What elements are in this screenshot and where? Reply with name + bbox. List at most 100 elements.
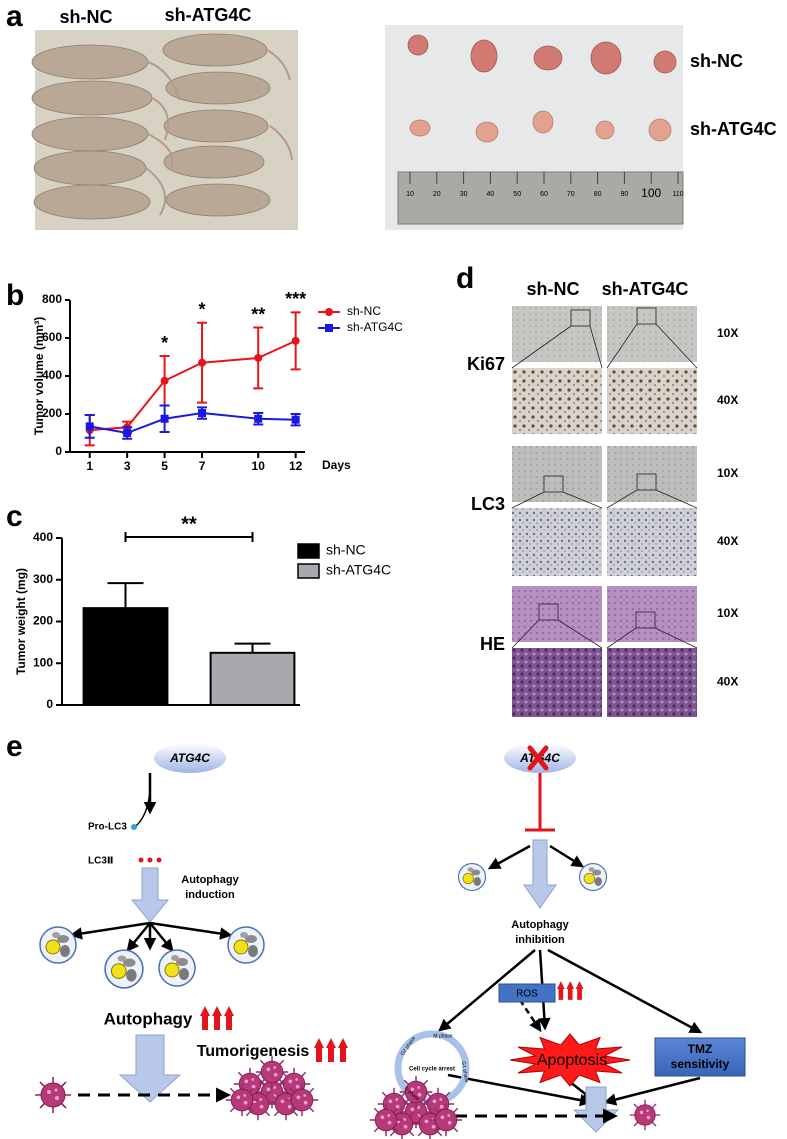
magnification: 40X — [717, 675, 738, 689]
magnification: 10X — [717, 326, 738, 340]
legend-marker — [325, 324, 333, 332]
shape — [135, 789, 151, 827]
shape — [163, 145, 265, 179]
shape — [533, 45, 563, 71]
ruler-number: 40 — [487, 191, 495, 198]
shape — [438, 948, 703, 1107]
shape — [590, 41, 622, 75]
shape — [527, 745, 549, 771]
significance-bracket — [124, 532, 254, 542]
shape — [269, 125, 293, 161]
micrograph-10x — [512, 306, 602, 362]
shape — [225, 1055, 319, 1121]
x-axis-label: Days — [322, 458, 351, 472]
shape — [165, 183, 271, 217]
significance: ** — [181, 513, 197, 535]
shape — [147, 61, 181, 101]
shape — [447, 1073, 593, 1107]
significance: *** — [285, 289, 306, 309]
shape — [69, 921, 233, 952]
shape — [31, 80, 153, 116]
node-label: Apoptosis — [537, 1052, 607, 1069]
micrograph-10x — [607, 586, 697, 642]
node-label: ROS — [516, 989, 538, 1000]
shape — [162, 33, 268, 67]
shape — [104, 949, 144, 989]
magnification: 40X — [717, 393, 738, 407]
point — [123, 429, 132, 437]
micrograph-10x — [512, 446, 602, 502]
y-tick-label: 200 — [42, 406, 62, 420]
phase-label: G1 phase — [460, 1061, 470, 1084]
shape — [154, 743, 226, 773]
shape — [39, 926, 77, 964]
photo-label: sh-ATG4C — [165, 5, 252, 25]
series-line — [89, 412, 296, 435]
shape — [118, 1034, 182, 1103]
zoom-line — [655, 323, 698, 369]
y-axis-label: Tumor weight (mg) — [14, 568, 28, 675]
shape — [369, 1075, 463, 1139]
zoom-line — [511, 491, 545, 509]
zoom-line — [511, 325, 572, 369]
row-label: HE — [480, 634, 505, 654]
shape — [314, 1038, 348, 1062]
shape — [475, 121, 499, 143]
significance: * — [161, 333, 168, 353]
column-header: sh-NC — [527, 279, 580, 299]
x-tick-label: 7 — [199, 459, 206, 473]
ruler-number: 20 — [433, 191, 441, 198]
node-label: Autophagy — [511, 919, 569, 931]
shape — [498, 983, 556, 1003]
shape — [654, 1037, 746, 1077]
shape — [409, 119, 431, 137]
point — [291, 415, 300, 424]
node-label: LC3Ⅱ — [88, 856, 113, 867]
ruler-number: 70 — [567, 191, 575, 198]
y-axis-label: Tumor volume (mm³) — [32, 317, 46, 435]
shape — [31, 44, 149, 80]
shape — [31, 116, 149, 152]
photo-label: sh-ATG4C — [690, 119, 777, 139]
zoom-box — [543, 475, 564, 493]
micrograph-40x — [607, 648, 697, 717]
zoom-box — [635, 611, 656, 629]
ruler-number: 10 — [406, 191, 414, 198]
legend-label: sh-ATG4C — [326, 562, 391, 578]
shape — [147, 133, 174, 171]
pathway-left — [34, 743, 348, 1121]
shape — [532, 110, 554, 134]
gene-label: ATG4C — [169, 751, 210, 765]
shape — [200, 1006, 234, 1030]
shape — [457, 862, 487, 892]
shape — [145, 49, 293, 216]
point — [160, 376, 169, 385]
micrograph-40x — [512, 368, 602, 434]
shape — [131, 824, 137, 830]
row-label: LC3 — [471, 494, 505, 514]
pathway-right — [369, 743, 746, 1139]
shape — [149, 921, 233, 940]
photo-label: sh-NC — [60, 7, 113, 27]
virus — [285, 1083, 319, 1117]
y-tick-label: 0 — [55, 444, 62, 458]
shape — [31, 33, 271, 220]
micrograph-10x — [607, 306, 697, 362]
node-label: Pro-LC3 — [88, 822, 127, 833]
shape — [518, 999, 542, 1033]
zoom-line — [557, 619, 603, 649]
shape — [149, 922, 174, 952]
ruler-number: 110 — [672, 191, 683, 198]
node-label: Autophagy — [181, 874, 239, 886]
tumor-photo: 10 20 30 40 50 60 70 80 90 100 110 — [385, 25, 684, 230]
shape — [438, 949, 536, 1032]
shape — [126, 922, 151, 952]
point — [291, 336, 300, 345]
legend-swatch — [297, 563, 320, 579]
magnification: 10X — [717, 466, 738, 480]
series-line — [89, 339, 297, 432]
ruler-number: 100 — [641, 186, 661, 200]
shape — [595, 120, 615, 140]
zoom-line — [606, 627, 637, 649]
